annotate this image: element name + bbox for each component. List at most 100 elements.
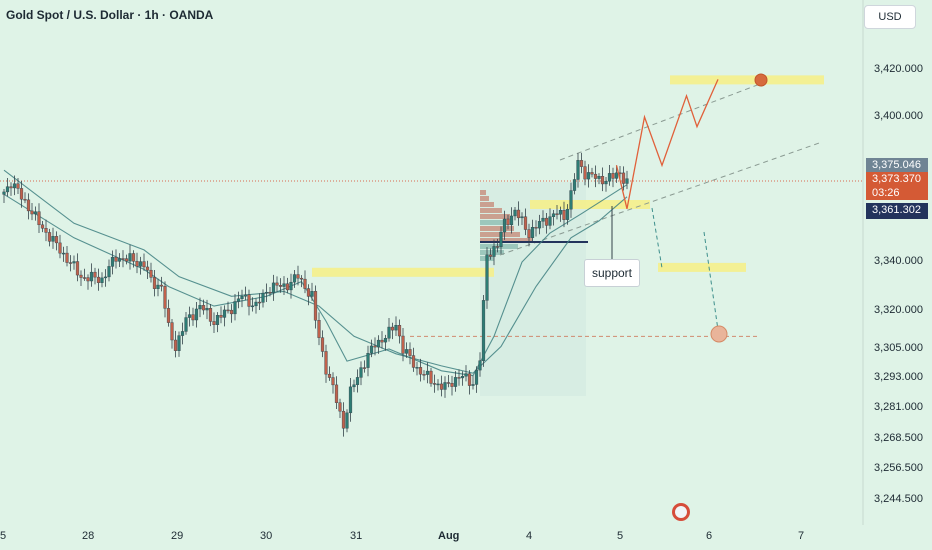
candle-body-165 [579,160,584,167]
x-tick-label: 6 [706,530,713,542]
candle-body-145 [509,215,514,226]
candle-body-116 [408,349,412,356]
price-tag-1: 3,373.370 03:26 [866,172,928,200]
candle-body-103 [362,367,367,369]
zone-0 [670,75,824,85]
candle-body-49 [173,339,178,351]
candle-body-159 [558,210,563,215]
y-tick-label: 3,293.000 [874,371,923,383]
candle-body-24 [86,277,90,282]
channel-upper-line [559,83,761,161]
candle-body-95 [334,384,339,403]
candle-body-152 [534,227,538,229]
y-tick-label: 3,400.000 [874,110,923,122]
candle-body-76 [268,291,272,294]
candle-body-150 [527,229,531,238]
candle-body-39 [138,261,143,267]
candle-body-25 [89,271,94,282]
candle-body-54 [191,314,195,321]
candle-body-142 [499,231,503,247]
candle-body-160 [562,210,566,220]
candle-body-158 [555,213,559,215]
candle-body-85 [299,277,304,280]
candle-body-41 [145,266,150,271]
candle-body-36 [128,253,132,262]
candle-body-8 [30,210,34,215]
candle-body-112 [394,325,398,331]
candle-body-126 [443,382,447,390]
zone-2 [658,262,746,272]
candle-body-50 [177,335,181,351]
candle-body-114 [401,335,405,354]
candle-body-167 [586,172,591,180]
candle-body-177 [621,172,626,184]
candle-body-23 [82,277,87,279]
candle-body-9 [33,211,38,215]
projection-arrow-1 [651,207,663,269]
candle-body-155 [544,217,549,226]
candle-body-147 [516,209,521,219]
candle-body-1 [5,186,10,193]
candle-body-16 [58,242,62,254]
candle-body-172 [604,181,608,185]
candle-body-64 [226,309,230,312]
candle-body-20 [72,261,76,264]
candle-body-175 [614,172,619,179]
candle-body-169 [593,173,598,179]
candle-body-74 [261,292,265,303]
price-tag-value: 3,375.046 [872,159,921,171]
candle-body-30 [107,266,111,278]
volume-profile-bar-4 [480,214,510,219]
candle-body-131 [460,375,465,379]
candle-body-32 [114,256,118,262]
candle-body-92 [324,351,328,375]
currency-button[interactable]: USD [864,5,916,29]
candle-body-100 [352,384,356,388]
candle-body-171 [600,176,605,185]
candle-body-48 [170,322,174,341]
channel-lower-line [499,141,823,256]
y-tick-label: 3,268.500 [874,432,923,444]
candle-body-81 [285,283,290,291]
candle-body-148 [520,216,524,219]
candle-body-2 [9,186,13,189]
y-tick-label: 3,256.500 [874,462,923,474]
candle-body-22 [79,274,83,278]
projection-arrow-2 [703,231,719,331]
candle-body-46 [163,286,167,309]
candle-body-156 [548,216,552,226]
candle-body-28 [100,277,104,283]
volume-profile-bar-10 [480,250,504,255]
support-label: support [584,259,640,287]
candle-body-164 [576,160,580,180]
candle-body-15 [54,236,59,244]
candle-body-90 [317,320,321,338]
candle-body-79 [278,285,283,287]
candle-body-174 [611,173,615,179]
y-tick-label: 3,320.000 [874,304,923,316]
candle-body-109 [383,338,388,343]
candle-body-3 [12,183,17,189]
candle-body-121 [425,370,430,375]
candle-body-57 [201,305,206,311]
candle-body-26 [93,271,97,278]
candle-body-170 [597,176,601,179]
candle-body-168 [590,172,594,175]
candle-body-110 [387,326,391,339]
candle-body-19 [68,262,73,264]
candle-body-61 [215,315,220,325]
candle-body-154 [541,217,545,222]
zone-3 [312,267,494,277]
candle-body-59 [208,308,213,322]
candle-body-138 [485,254,489,301]
candle-body-35 [124,258,129,262]
candle-body-118 [415,367,419,369]
chart-title: Gold Spot / U.S. Dollar · 1h · OANDA [6,8,214,22]
x-tick-label: Aug [438,530,460,542]
candle-body-91 [320,337,325,352]
candle-body-108 [380,339,384,343]
candle-body-53 [187,314,192,318]
price-tag-value: 3,361.302 [872,204,921,216]
